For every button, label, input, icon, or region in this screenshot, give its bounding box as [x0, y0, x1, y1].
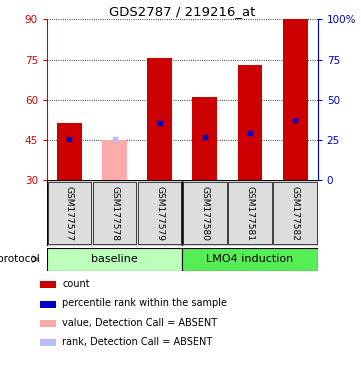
Bar [40, 320, 56, 327]
FancyBboxPatch shape [183, 182, 227, 245]
Text: GSM177577: GSM177577 [65, 185, 74, 241]
Bar [192, 97, 217, 180]
Text: LMO4 induction: LMO4 induction [206, 254, 293, 264]
FancyBboxPatch shape [47, 180, 318, 246]
FancyBboxPatch shape [47, 248, 182, 271]
Text: count: count [62, 279, 90, 289]
FancyBboxPatch shape [182, 248, 318, 271]
FancyBboxPatch shape [274, 182, 317, 245]
Text: GSM177582: GSM177582 [291, 186, 300, 240]
FancyBboxPatch shape [138, 182, 182, 245]
Bar [102, 140, 127, 180]
Text: GSM177581: GSM177581 [245, 185, 255, 241]
Bar [40, 301, 56, 308]
Text: rank, Detection Call = ABSENT: rank, Detection Call = ABSENT [62, 337, 212, 347]
Text: protocol: protocol [0, 254, 40, 264]
FancyBboxPatch shape [93, 182, 136, 245]
FancyBboxPatch shape [48, 182, 91, 245]
Text: GSM177580: GSM177580 [200, 185, 209, 241]
Text: value, Detection Call = ABSENT: value, Detection Call = ABSENT [62, 318, 217, 328]
Text: GSM177579: GSM177579 [155, 185, 164, 241]
Title: GDS2787 / 219216_at: GDS2787 / 219216_at [109, 5, 256, 18]
Text: baseline: baseline [91, 254, 138, 264]
Bar [283, 19, 308, 180]
Bar [147, 58, 172, 180]
Bar [40, 281, 56, 288]
Text: GSM177578: GSM177578 [110, 185, 119, 241]
FancyBboxPatch shape [229, 182, 272, 245]
Text: percentile rank within the sample: percentile rank within the sample [62, 298, 227, 308]
Bar [40, 339, 56, 346]
Bar [238, 65, 262, 180]
Bar [57, 123, 82, 180]
